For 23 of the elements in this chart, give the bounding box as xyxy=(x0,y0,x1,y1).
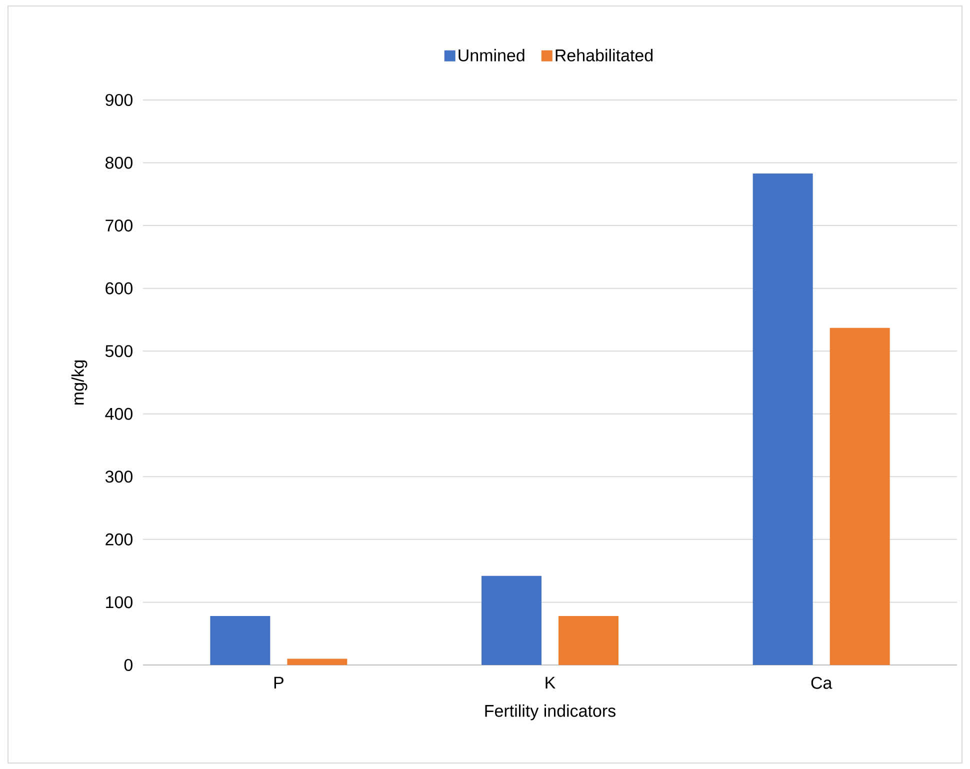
bar xyxy=(558,616,618,665)
y-tick-label: 500 xyxy=(105,345,132,358)
bar xyxy=(210,616,270,665)
bar xyxy=(830,328,890,665)
y-tick-label: 900 xyxy=(106,94,132,106)
y-tick-label: 200 xyxy=(106,533,132,546)
x-tick-label: P xyxy=(274,676,284,689)
y-tick-label: 700 xyxy=(106,220,132,232)
y-axis-title: mg/kg xyxy=(71,360,88,405)
y-tick-label: 100 xyxy=(106,596,132,608)
bar xyxy=(287,658,348,665)
bar xyxy=(482,576,542,665)
x-tick-label: Ca xyxy=(811,676,832,689)
legend-label: Unmined xyxy=(458,48,524,62)
y-tick-label: 600 xyxy=(106,282,132,294)
y-tick-label: 0 xyxy=(124,658,132,672)
y-tick-label: 800 xyxy=(106,156,132,169)
y-tick-label: 300 xyxy=(105,470,132,483)
legend-label: Rehabilitated xyxy=(556,48,653,62)
y-tick-label: 400 xyxy=(105,408,132,420)
x-tick-label: K xyxy=(546,676,556,689)
bar xyxy=(752,173,813,665)
x-axis-title: Fertility indicators xyxy=(485,704,616,720)
